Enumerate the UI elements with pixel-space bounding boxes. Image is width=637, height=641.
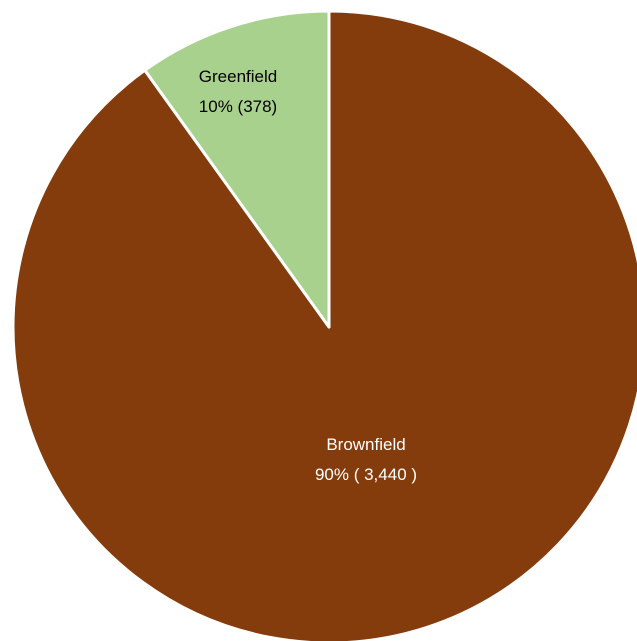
slice-label-brownfield-value: 90% ( 3,440 ) bbox=[315, 465, 417, 484]
slice-label-greenfield-value: 10% (378) bbox=[199, 97, 277, 116]
slice-label-greenfield-name: Greenfield bbox=[199, 67, 277, 86]
slice-greenfield bbox=[143, 9, 331, 329]
slice-brownfield bbox=[11, 9, 637, 641]
slices-layer bbox=[11, 9, 637, 641]
slice-label-brownfield-name: Brownfield bbox=[326, 435, 405, 454]
labels-layer: Brownfield 90% ( 3,440 ) Greenfield 10% … bbox=[199, 67, 417, 484]
